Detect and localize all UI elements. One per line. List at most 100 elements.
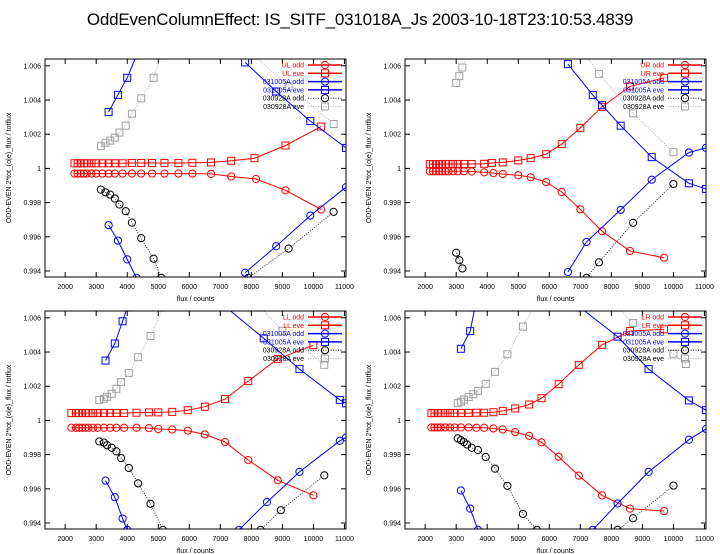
series-line <box>74 126 322 164</box>
data-point <box>123 73 132 82</box>
series-031005a-odd <box>101 433 346 529</box>
data-point <box>613 332 622 341</box>
data-point <box>157 59 166 60</box>
data-point <box>452 78 461 87</box>
legend-marker <box>321 321 329 330</box>
data-point <box>613 311 622 312</box>
y-tick-label: 1.004 <box>383 350 401 357</box>
data-point <box>174 158 183 167</box>
series-line <box>460 311 475 350</box>
data-point <box>684 435 694 444</box>
data-point <box>629 318 638 327</box>
data-point <box>660 253 669 262</box>
data-point <box>450 409 459 418</box>
data-point <box>449 159 458 168</box>
data-point <box>628 514 638 523</box>
x-tick-label: 7000 <box>213 284 229 291</box>
data-point <box>463 59 472 60</box>
data-point <box>118 159 127 168</box>
data-point <box>557 140 566 149</box>
series-030928a-odd <box>96 185 338 277</box>
data-point <box>456 409 465 418</box>
x-tick-label: 6000 <box>542 284 558 291</box>
series-line <box>592 428 706 529</box>
data-point <box>222 311 231 312</box>
series-line <box>567 63 706 190</box>
legend-label: 031005A eve <box>263 339 304 346</box>
data-point <box>518 322 527 331</box>
data-point <box>132 59 141 60</box>
x-tick-label: 11000 <box>335 284 354 291</box>
data-point <box>464 393 473 402</box>
data-point <box>576 123 585 132</box>
plot-frame <box>44 58 347 278</box>
x-tick-label: 11000 <box>695 536 714 543</box>
data-point <box>684 148 694 157</box>
series-031005a-eve <box>563 60 706 193</box>
data-point <box>284 244 293 253</box>
data-point <box>284 82 293 91</box>
data-point <box>121 121 130 130</box>
data-point <box>106 423 115 432</box>
data-point <box>147 169 157 178</box>
x-tick-label: 10000 <box>664 536 684 543</box>
data-point <box>250 59 259 60</box>
data-point <box>81 423 90 432</box>
y-tick-label: 0.996 <box>383 234 401 241</box>
data-point <box>281 186 290 195</box>
data-point <box>102 441 112 450</box>
legend-label: 031005A odd <box>263 331 304 338</box>
data-point <box>110 169 119 178</box>
legend-label: 031005A eve <box>263 87 304 94</box>
x-tick-label: 5000 <box>510 536 526 543</box>
data-point <box>532 525 541 529</box>
data-point <box>455 256 464 265</box>
series-line <box>108 224 137 277</box>
data-point <box>149 73 158 82</box>
data-point <box>684 179 693 188</box>
legend-marker <box>681 85 689 94</box>
data-point <box>669 148 678 157</box>
data-point <box>168 407 177 416</box>
data-point <box>503 481 512 491</box>
data-point <box>82 169 91 178</box>
data-point <box>207 158 216 167</box>
legend-label: 030928A odd <box>263 348 304 355</box>
y-tick-label: 0.994 <box>383 521 401 528</box>
data-point <box>101 476 110 485</box>
x-tick-label: 2000 <box>417 284 433 291</box>
data-point <box>445 423 455 432</box>
data-point <box>244 455 253 465</box>
data-point <box>95 437 104 446</box>
y-tick-label: 0.994 <box>23 269 41 276</box>
legend-label: LR eve <box>642 323 664 330</box>
data-point <box>158 525 167 529</box>
series-030928a-eve <box>96 59 338 151</box>
data-point <box>701 143 706 153</box>
data-point <box>458 264 467 273</box>
data-point <box>436 409 445 418</box>
y-tick-label: 1.002 <box>383 384 401 391</box>
series-ul-eve <box>70 122 326 168</box>
data-point <box>329 207 338 216</box>
data-point <box>455 72 464 81</box>
legend-marker <box>320 329 330 338</box>
y-tick-label: 0.996 <box>23 234 41 241</box>
data-point <box>503 350 512 359</box>
legend-label: LL eve <box>283 323 304 330</box>
data-point <box>660 506 669 516</box>
data-point <box>87 169 96 178</box>
data-point <box>99 423 109 432</box>
y-tick-label: 1.004 <box>23 350 41 357</box>
data-point <box>123 311 132 312</box>
legend-marker <box>681 354 689 363</box>
legend-label: 031005A odd <box>263 79 304 86</box>
data-point <box>518 509 528 519</box>
data-point <box>490 464 500 473</box>
data-point <box>526 154 535 163</box>
data-point <box>101 138 110 147</box>
data-point <box>127 109 136 118</box>
series-line <box>263 311 325 366</box>
